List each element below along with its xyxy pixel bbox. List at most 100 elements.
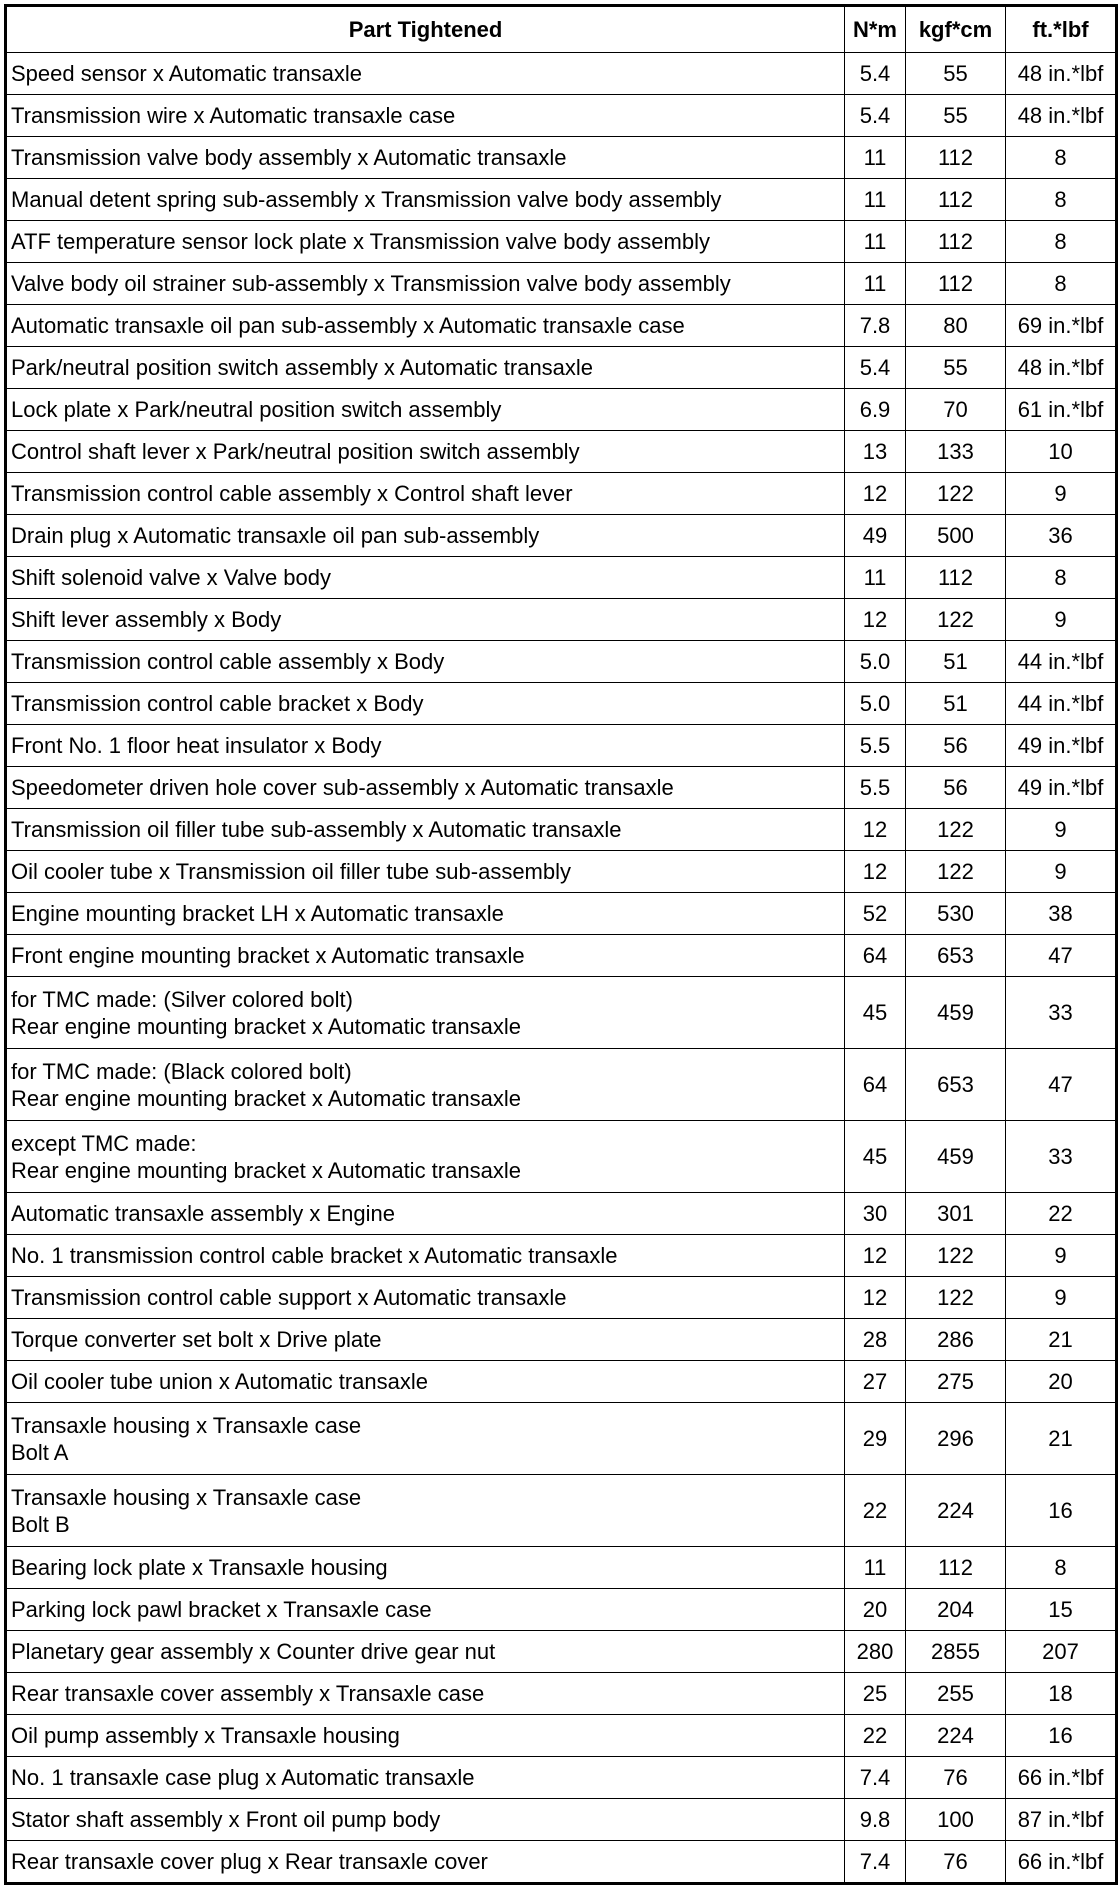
nm-value: 11 — [844, 220, 906, 263]
part-name: Front engine mounting bracket x Automati… — [11, 942, 525, 968]
part-name: Manual detent spring sub-assembly x Tran… — [11, 186, 722, 212]
part-cell: for TMC made: (Black colored bolt) Rear e… — [5, 1048, 845, 1121]
ftlbf-value: 21 — [1005, 1402, 1117, 1475]
part-cell: Stator shaft assembly x Front oil pump b… — [5, 1798, 845, 1841]
kgfcm-value: 286 — [905, 1318, 1006, 1361]
part-cell: except TMC made: Rear engine mounting bra… — [5, 1120, 845, 1193]
nm-value: 5.4 — [844, 346, 906, 389]
table-row: No. 1 transaxle case plug x Automatic tr… — [5, 1756, 1117, 1799]
ftlbf-value: 33 — [1005, 1120, 1117, 1193]
kgfcm-value: 530 — [905, 892, 1006, 935]
nm-value: 5.5 — [844, 766, 906, 809]
part-name: Planetary gear assembly x Counter drive … — [11, 1638, 496, 1664]
part-cell: Rear transaxle cover plug x Rear transax… — [5, 1840, 845, 1884]
table-row: No. 1 transmission control cable bracket… — [5, 1234, 1117, 1277]
table-row: Stator shaft assembly x Front oil pump b… — [5, 1798, 1117, 1841]
nm-value: 12 — [844, 808, 906, 851]
part-name-line-2: Rear engine mounting bracket x Automatic… — [11, 1157, 521, 1183]
part-name: Oil cooler tube x Transmission oil fille… — [11, 858, 572, 884]
part-cell: Speedometer driven hole cover sub-assemb… — [5, 766, 845, 809]
kgfcm-value: 122 — [905, 808, 1006, 851]
table-row: Transmission control cable assembly x Bo… — [5, 640, 1117, 683]
table-row: Rear transaxle cover plug x Rear transax… — [5, 1840, 1117, 1884]
ftlbf-value: 8 — [1005, 1546, 1117, 1589]
kgfcm-value: 255 — [905, 1672, 1006, 1715]
kgfcm-value: 55 — [905, 52, 1006, 95]
table-row: Lock plate x Park/neutral position switc… — [5, 388, 1117, 431]
table-row: Speedometer driven hole cover sub-assemb… — [5, 766, 1117, 809]
part-name-line-2: Bolt A — [11, 1439, 69, 1465]
part-name: Engine mounting bracket LH x Automatic t… — [11, 900, 504, 926]
part-name: Oil pump assembly x Transaxle housing — [11, 1722, 400, 1748]
part-name: Front No. 1 floor heat insulator x Body — [11, 732, 382, 758]
table-row: Shift lever assembly x Body 12 122 9 — [5, 598, 1117, 641]
part-name: Torque converter set bolt x Drive plate — [11, 1326, 382, 1352]
ftlbf-value: 66 in.*lbf — [1005, 1840, 1117, 1884]
kgfcm-value: 55 — [905, 346, 1006, 389]
kgfcm-value: 224 — [905, 1714, 1006, 1757]
kgfcm-value: 76 — [905, 1840, 1006, 1884]
table-row: Automatic transaxle oil pan sub-assembly… — [5, 304, 1117, 347]
table-row: Transmission wire x Automatic transaxle … — [5, 94, 1117, 137]
nm-value: 5.4 — [844, 52, 906, 95]
part-name: Transmission control cable assembly x Co… — [11, 480, 573, 506]
part-cell: Engine mounting bracket LH x Automatic t… — [5, 892, 845, 935]
table-row: for TMC made: (Black colored bolt) Rear e… — [5, 1048, 1117, 1121]
kgfcm-value: 204 — [905, 1588, 1006, 1631]
table-row: Transmission valve body assembly x Autom… — [5, 136, 1117, 179]
part-name-line-2: Rear engine mounting bracket x Automatic… — [11, 1013, 521, 1039]
part-cell: Front No. 1 floor heat insulator x Body — [5, 724, 845, 767]
ftlbf-value: 9 — [1005, 598, 1117, 641]
table-row: Transaxle housing x Transaxle case Bolt A… — [5, 1402, 1117, 1475]
part-cell: Transmission oil filler tube sub-assembl… — [5, 808, 845, 851]
part-name: Shift lever assembly x Body — [11, 606, 282, 632]
kgfcm-value: 112 — [905, 136, 1006, 179]
part-name: Valve body oil strainer sub-assembly x T… — [11, 270, 731, 296]
part-cell: Transmission wire x Automatic transaxle … — [5, 94, 845, 137]
part-cell: Drain plug x Automatic transaxle oil pan… — [5, 514, 845, 557]
part-name: Stator shaft assembly x Front oil pump b… — [11, 1806, 441, 1832]
ftlbf-value: 8 — [1005, 262, 1117, 305]
ftlbf-value: 69 in.*lbf — [1005, 304, 1117, 347]
part-cell: Speed sensor x Automatic transaxle — [5, 52, 845, 95]
ftlbf-value: 8 — [1005, 556, 1117, 599]
table-row: Transmission control cable bracket x Bod… — [5, 682, 1117, 725]
nm-value: 5.0 — [844, 682, 906, 725]
part-cell: Transmission control cable bracket x Bod… — [5, 682, 845, 725]
ftlbf-value: 16 — [1005, 1474, 1117, 1547]
table-row: Engine mounting bracket LH x Automatic t… — [5, 892, 1117, 935]
part-name: Transmission wire x Automatic transaxle … — [11, 102, 456, 128]
nm-value: 27 — [844, 1360, 906, 1403]
ftlbf-value: 9 — [1005, 1276, 1117, 1319]
header-kgfcm: kgf*cm — [905, 5, 1006, 53]
part-name: Transmission oil filler tube sub-assembl… — [11, 816, 622, 842]
part-cell: Automatic transaxle assembly x Engine — [5, 1192, 845, 1235]
ftlbf-value: 47 — [1005, 934, 1117, 977]
nm-value: 11 — [844, 136, 906, 179]
part-name: Transaxle housing x Transaxle case — [11, 1412, 362, 1438]
table-row: for TMC made: (Silver colored bolt) Rear … — [5, 976, 1117, 1049]
kgfcm-value: 112 — [905, 556, 1006, 599]
nm-value: 45 — [844, 1120, 906, 1193]
kgfcm-value: 500 — [905, 514, 1006, 557]
table-row: except TMC made: Rear engine mounting bra… — [5, 1120, 1117, 1193]
nm-value: 20 — [844, 1588, 906, 1631]
part-cell: Control shaft lever x Park/neutral posit… — [5, 430, 845, 473]
table-row: Planetary gear assembly x Counter drive … — [5, 1630, 1117, 1673]
table-row: Transmission control cable support x Aut… — [5, 1276, 1117, 1319]
nm-value: 6.9 — [844, 388, 906, 431]
table-row: Transaxle housing x Transaxle case Bolt B… — [5, 1474, 1117, 1547]
nm-value: 5.4 — [844, 94, 906, 137]
part-name: Bearing lock plate x Transaxle housing — [11, 1554, 388, 1580]
ftlbf-value: 49 in.*lbf — [1005, 724, 1117, 767]
kgfcm-value: 112 — [905, 262, 1006, 305]
kgfcm-value: 80 — [905, 304, 1006, 347]
nm-value: 7.4 — [844, 1840, 906, 1884]
part-name: Oil cooler tube union x Automatic transa… — [11, 1368, 429, 1394]
ftlbf-value: 20 — [1005, 1360, 1117, 1403]
kgfcm-value: 112 — [905, 220, 1006, 263]
table-row: Shift solenoid valve x Valve body 11 112 8 — [5, 556, 1117, 599]
kgfcm-value: 122 — [905, 850, 1006, 893]
kgfcm-value: 122 — [905, 1276, 1006, 1319]
part-cell: Transaxle housing x Transaxle case Bolt A — [5, 1402, 845, 1475]
